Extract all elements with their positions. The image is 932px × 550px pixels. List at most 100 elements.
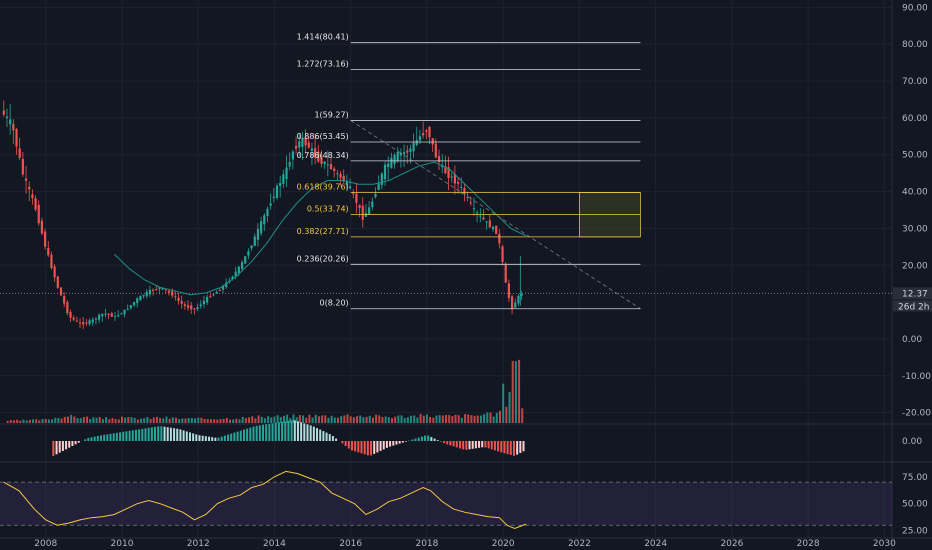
volume-bar xyxy=(343,415,346,423)
candle-body xyxy=(339,173,342,178)
volume-bar xyxy=(222,418,225,423)
volume-bar xyxy=(225,417,228,423)
volume-bar xyxy=(228,419,231,423)
candle-body xyxy=(193,308,196,310)
candle-body xyxy=(374,193,377,198)
oscillator-bar xyxy=(331,436,334,441)
volume-bar xyxy=(308,414,311,423)
volume-bar xyxy=(324,415,327,423)
volume-bar xyxy=(410,415,413,423)
candle-body xyxy=(120,313,123,315)
fib-level-label: 1.272(73.16) xyxy=(297,59,349,68)
volume-bar xyxy=(451,415,454,423)
candle-body xyxy=(215,291,218,294)
candle-body xyxy=(412,142,415,152)
countdown-tag xyxy=(893,300,932,312)
oscillator-bar xyxy=(262,424,265,441)
candle-body xyxy=(520,293,523,296)
volume-bar xyxy=(470,415,473,423)
oscillator-bar xyxy=(350,441,353,451)
oscillator-bar xyxy=(401,441,404,443)
oscillator-bar xyxy=(68,441,71,448)
fib-level-label: 0.236(20.26) xyxy=(297,254,349,263)
candle-body xyxy=(44,231,47,247)
price-tick-label: 70.00 xyxy=(902,77,928,87)
candle-body xyxy=(288,162,291,167)
candle-body xyxy=(253,236,256,246)
oscillator-bar xyxy=(484,441,487,448)
candle-body xyxy=(37,204,40,224)
candle-body xyxy=(517,295,520,304)
oscillator-bar xyxy=(347,441,350,449)
candle-body xyxy=(237,266,240,274)
oscillator-bar xyxy=(150,427,153,441)
volume-bar xyxy=(168,418,171,423)
volume-bar xyxy=(394,416,397,423)
volume-bar xyxy=(273,416,276,423)
candle-body xyxy=(507,283,510,299)
oscillator-bar xyxy=(404,441,407,442)
price-tick-label: 50.00 xyxy=(902,151,928,161)
oscillator-bar xyxy=(306,424,309,441)
candle-body xyxy=(2,110,5,115)
oscillator-bar xyxy=(217,437,220,441)
candle-body xyxy=(491,227,495,230)
oscillator-bar xyxy=(411,439,414,441)
candle-body xyxy=(180,301,183,304)
candle-body xyxy=(361,205,364,220)
candle-body xyxy=(142,295,145,297)
price-axis[interactable]: 90.00 80.00 70.00 60.00 50.00 40.00 30.00 20.00… xyxy=(893,3,932,537)
candle-body xyxy=(425,130,428,132)
candle-body xyxy=(447,167,450,178)
volume-bar xyxy=(260,416,263,423)
volume-bar xyxy=(263,418,266,423)
volume-bar xyxy=(25,420,28,423)
volume-bar xyxy=(9,420,12,423)
volume-bar xyxy=(181,418,184,423)
candle-body xyxy=(453,174,456,184)
candle-body xyxy=(234,271,237,277)
volume-bar xyxy=(136,419,139,423)
oscillator-bar xyxy=(252,426,255,441)
candle-body xyxy=(310,148,314,151)
volume-bar xyxy=(476,415,479,423)
candle-body xyxy=(218,290,221,292)
candle-body xyxy=(59,287,63,296)
volume-bar xyxy=(254,418,257,423)
price-tick-label: 0.00 xyxy=(902,335,922,345)
volume-bar xyxy=(92,417,95,423)
candle-body xyxy=(409,148,412,152)
candle-body xyxy=(304,137,307,146)
volume-bar xyxy=(111,418,114,423)
candle-body xyxy=(202,300,206,305)
candle-body xyxy=(91,319,94,323)
candle-body xyxy=(466,196,469,198)
volume-bar xyxy=(127,417,130,423)
oscillator-bar xyxy=(166,427,169,441)
volume-bar xyxy=(286,414,289,423)
candle-body xyxy=(240,262,244,269)
volume-bar xyxy=(276,415,279,423)
oscillator-bar xyxy=(77,441,80,443)
volume-bar xyxy=(216,419,219,423)
time-axis[interactable]: 2008 2010 2012 2014 2016 2018 2020 2022 2024 2026… xyxy=(34,539,896,549)
oscillator-bar xyxy=(109,433,112,441)
volume-bar xyxy=(165,416,168,423)
candle-body xyxy=(387,163,390,167)
volume-bar xyxy=(435,415,438,423)
volume-bar xyxy=(371,417,374,423)
oscillator-bar xyxy=(414,438,417,441)
time-tick-label: 2020 xyxy=(492,539,515,549)
volume-bar xyxy=(63,416,66,423)
oscillator-bar xyxy=(516,441,519,455)
volume-bar xyxy=(336,417,339,423)
candle-body xyxy=(164,289,167,291)
volume-bar xyxy=(362,417,365,423)
candle-body xyxy=(260,221,263,234)
candle-body xyxy=(98,314,101,320)
candle-body xyxy=(501,246,504,262)
volume-bar xyxy=(70,414,73,423)
candle-body xyxy=(212,294,215,296)
candle-body xyxy=(53,266,56,278)
